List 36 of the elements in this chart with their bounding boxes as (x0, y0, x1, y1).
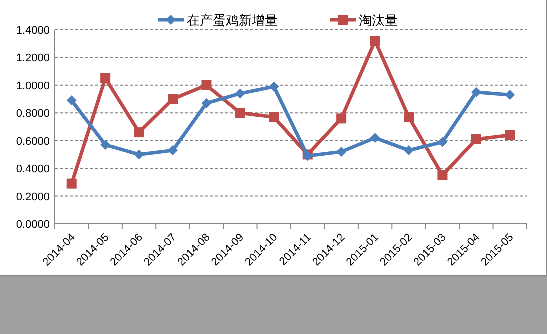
y-tick-label: 0.2000 (16, 191, 50, 204)
y-tick-label: 0.6000 (16, 136, 50, 148)
point (66, 178, 77, 189)
point (370, 133, 380, 144)
y-tick-label: 0.4000 (16, 164, 50, 176)
y-tick-label: 1.2000 (16, 52, 50, 65)
point (134, 150, 144, 160)
point (168, 94, 178, 104)
legend-label: 在产蛋鸡新增量 (187, 13, 278, 28)
point (269, 112, 280, 122)
point (202, 98, 212, 108)
point (134, 128, 144, 138)
point (100, 140, 111, 150)
point (202, 80, 212, 90)
legend-label: 淘汰量 (359, 13, 398, 28)
point (438, 137, 448, 148)
point (66, 96, 77, 106)
point (336, 146, 347, 157)
point (100, 74, 111, 84)
point (235, 88, 246, 99)
point (269, 82, 280, 92)
point (505, 130, 516, 140)
point (438, 170, 448, 180)
y-tick-label: 0.8000 (16, 108, 50, 120)
point (370, 36, 380, 46)
point (336, 114, 347, 124)
point (235, 108, 246, 118)
y-tick-label: 1.0000 (16, 80, 50, 92)
point (404, 146, 414, 156)
point (168, 146, 178, 156)
point (471, 87, 482, 98)
point (505, 90, 516, 100)
y-tick-label: 1.4000 (16, 25, 50, 37)
point (471, 134, 482, 144)
y-tick-label: 0.0000 (16, 219, 50, 231)
point (404, 112, 414, 122)
